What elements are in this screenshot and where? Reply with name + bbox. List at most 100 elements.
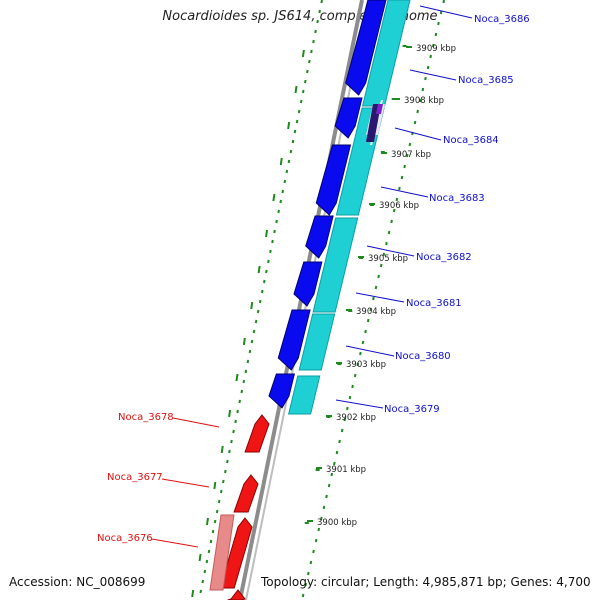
track-dot	[364, 329, 367, 334]
track-dash	[257, 265, 261, 274]
scale-label: 3905 kbp	[368, 254, 408, 264]
gene-label: Noca_3679	[384, 404, 440, 415]
track-dot	[333, 461, 336, 466]
track-dot	[287, 159, 291, 164]
track-dot	[408, 142, 412, 147]
track-dot	[205, 559, 209, 564]
track-dot	[222, 479, 225, 484]
track-dot	[301, 593, 305, 598]
track-dot	[308, 59, 311, 64]
track-dot	[309, 560, 313, 565]
track-dot	[215, 509, 219, 514]
track-dot	[346, 406, 349, 411]
track-dot	[246, 359, 250, 364]
track-dot	[301, 89, 305, 94]
track-dot	[304, 79, 307, 84]
track-dot	[379, 263, 383, 268]
track-dot	[382, 252, 386, 257]
gene-leader-line	[419, 5, 473, 19]
track-dot	[293, 129, 297, 134]
track-dot	[234, 419, 237, 424]
gene-leader-line	[161, 478, 210, 488]
track-dot	[335, 450, 339, 455]
track-dot	[392, 208, 396, 213]
track-dash	[213, 481, 217, 490]
track-dot	[369, 307, 373, 312]
scale-label: 3909 kbp	[416, 44, 456, 54]
track-dot	[232, 429, 235, 434]
track-dash	[250, 301, 254, 310]
track-dot	[403, 164, 406, 169]
gene-label: Noca_3685	[458, 75, 514, 86]
track-dot	[258, 299, 262, 304]
gene-leader-line	[394, 127, 442, 141]
track-dot	[250, 339, 254, 344]
track-dot	[424, 76, 427, 81]
track-dot	[219, 489, 223, 494]
track-dash	[287, 121, 291, 130]
track-dot	[353, 373, 357, 378]
track-dot	[201, 579, 205, 584]
track-dot	[281, 189, 285, 194]
track-dot	[271, 239, 274, 244]
cds-segment	[298, 313, 336, 371]
track-dot	[314, 29, 317, 34]
track-dash	[235, 373, 239, 382]
gene-leader-line	[335, 399, 384, 409]
track-dot	[325, 494, 328, 499]
track-dot	[359, 351, 362, 356]
track-dot	[312, 39, 315, 44]
forward-gene-arrow	[345, 0, 387, 96]
track-dot	[263, 279, 266, 284]
track-dot	[285, 169, 289, 174]
track-dot	[316, 19, 319, 24]
scale-label: 3908 kbp	[404, 96, 444, 106]
forward-gene-arrow	[334, 97, 363, 139]
gene-label: Noca_3680	[395, 351, 451, 362]
gene-leader-line	[355, 292, 405, 303]
track-dot	[295, 119, 299, 124]
track-dot	[269, 249, 272, 254]
track-dot	[421, 87, 425, 92]
gene-label: Noca_3683	[429, 193, 485, 204]
track-dot	[356, 362, 360, 367]
track-dot	[322, 505, 326, 510]
track-dot	[320, 0, 323, 4]
track-dot	[431, 43, 435, 48]
cds-segment	[361, 0, 411, 107]
track-dot	[318, 9, 321, 14]
track-dot	[277, 209, 280, 214]
track-dash	[228, 409, 232, 418]
track-dot	[283, 179, 287, 184]
track-dot	[418, 98, 422, 103]
track-dot	[385, 241, 388, 246]
forward-genes	[268, 0, 387, 409]
track-dot	[348, 395, 352, 400]
highlight-gene-tip	[376, 104, 383, 114]
gene-leader-line	[380, 186, 429, 198]
track-dot	[314, 538, 318, 543]
forward-gene-arrow	[268, 373, 296, 409]
track-dot	[361, 340, 365, 345]
track-dot	[366, 318, 370, 323]
track-dot	[254, 319, 258, 324]
reverse-gene-arrow	[219, 517, 253, 589]
gene-label: Noca_3678	[118, 412, 174, 423]
forward-gene-arrow	[315, 144, 352, 216]
track-dot	[211, 529, 215, 534]
track-dot	[238, 399, 241, 404]
gene-label: Noca_3686	[474, 14, 530, 25]
track-dot	[340, 428, 344, 433]
gene-leader-line	[409, 69, 457, 81]
gene-leader-line	[151, 538, 199, 548]
scale-label: 3900 kbp	[317, 518, 357, 528]
track-dot	[387, 230, 391, 235]
gene-labels: Noca_3686 Noca_3685 Noca_3684 Noca_3683 Noca…	[97, 5, 530, 548]
track-dash	[272, 193, 276, 202]
track-dot	[240, 389, 244, 394]
track-dot	[265, 269, 268, 274]
track-dot	[267, 259, 270, 264]
gene-label: Noca_3677	[107, 472, 163, 483]
track-dot	[252, 329, 256, 334]
track-dot	[209, 539, 213, 544]
